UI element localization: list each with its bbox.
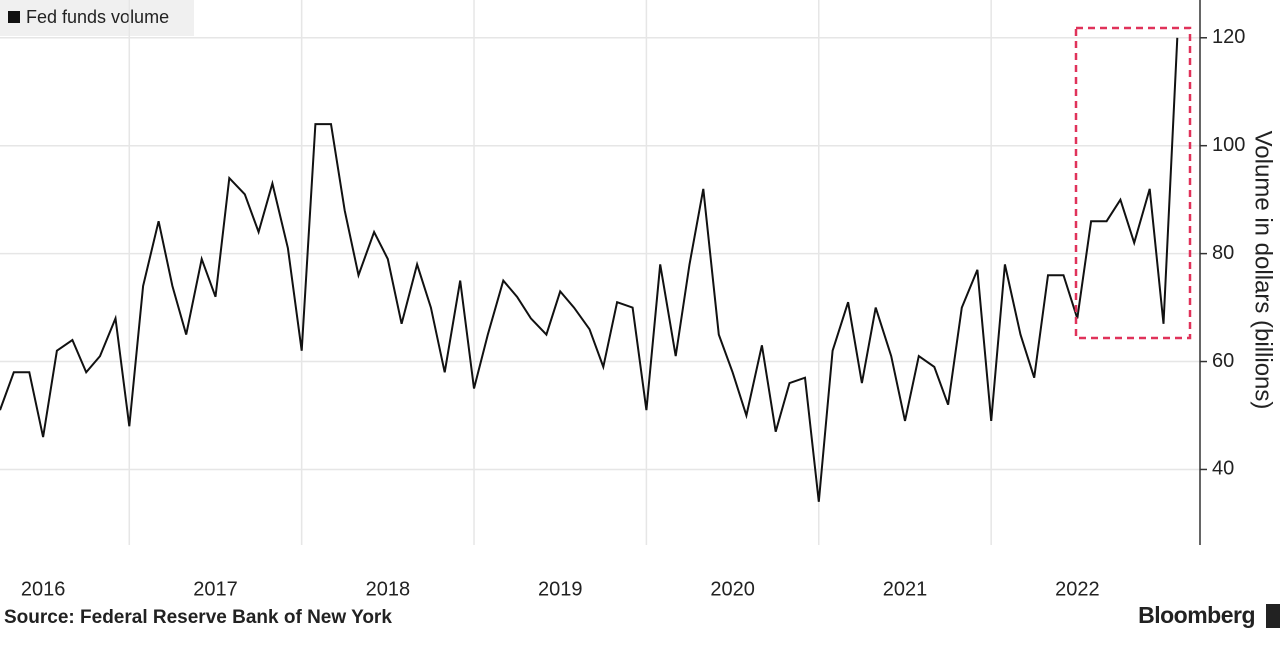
highlight-box [1074,26,1192,340]
legend-label: Fed funds volume [26,7,169,27]
line [0,37,1179,502]
y-tick-label: 80 [1212,242,1234,264]
x-tick-label: 2020 [710,578,755,600]
y-tick-label: 100 [1212,134,1245,156]
x-tick-label: 2022 [1055,578,1100,600]
x-tick-label: 2018 [366,578,411,600]
y-tick-label: 120 [1212,26,1245,48]
y-axis-title: Volume in dollars (billions) [1250,131,1277,410]
brand-icon [1266,604,1280,628]
brand: Bloomberg [1138,602,1255,628]
x-tick-label: 2019 [538,578,583,600]
x-tick-label: 2021 [883,578,928,600]
legend-box [0,0,194,36]
source: Source: Federal Reserve Bank of New York [4,607,392,628]
y-tick-label: 40 [1212,458,1234,480]
legend-swatch [8,11,20,23]
plot: 40 60 80 100 120 2016 2017 2018 2019 2020 2021 2022 [0,0,1245,600]
y-tick-label: 60 [1212,350,1234,372]
x-tick-label: 2016 [21,578,66,600]
x-tick-label: 2017 [193,578,238,600]
